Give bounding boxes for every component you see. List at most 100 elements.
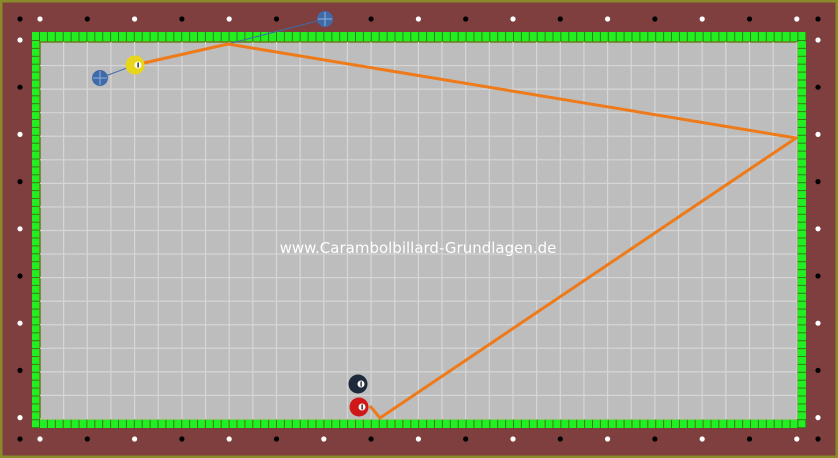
cushion-gap [291,32,293,42]
diamond-marker-icon [815,320,821,326]
cushion-gap [386,32,388,42]
cushion-gap [797,332,806,334]
cushion-gap [32,55,40,57]
cushion-gap [457,419,459,428]
cushion-gap [773,32,775,42]
aim-marker-icon[interactable] [92,70,108,86]
cushion-gap [797,213,806,215]
cushion-gap [32,253,40,255]
cushion-gap [260,32,262,42]
cushion-gap [797,387,806,389]
cushion-gap [307,419,309,428]
diamond-marker-icon [415,16,421,22]
cushion-gap [125,419,127,428]
cushion-gap [32,103,40,105]
cushion-gap [54,32,56,42]
cushion-gap [797,427,806,429]
cushion-gap [331,32,333,42]
diamond-marker-icon [463,16,469,22]
cushion-gap [797,134,806,136]
cushion-gap [805,32,807,42]
cushion-gap [513,419,514,428]
cushion-gap [110,32,112,42]
cushion-gap [734,32,736,42]
cushion-gap [797,379,806,381]
cushion-gap [797,150,806,152]
cushion-gap [32,324,40,326]
cushion-gap [536,32,538,42]
cushion-gap [647,419,649,428]
diamond-marker-icon [815,415,821,421]
cushion-gap [32,95,40,97]
cushion-gap [797,277,806,278]
cushion-gap [347,32,349,42]
diamond-marker-icon [179,436,185,442]
cushion-gap [70,419,72,428]
cushion-gap [181,419,183,428]
diamond-marker-icon [84,436,90,442]
diamond-marker-icon [815,131,821,137]
cushion-gap [797,79,806,81]
cushion-gap [32,198,40,199]
cushion-gap [615,32,617,42]
object-ball-black[interactable] [348,374,368,394]
cushion-gap [694,419,696,428]
cushion-gap [694,32,696,42]
cushion-gap [797,205,806,207]
diamond-marker-icon [463,436,469,442]
cushion-gap [94,32,96,42]
diamond-marker-icon [815,436,821,442]
cushion-gap [118,32,119,42]
diamond-marker-icon [368,436,374,442]
cushion-gap [544,32,546,42]
cushion-gap [32,411,40,413]
cushion-gap [473,32,475,42]
cushion-gap [797,237,806,239]
diamond-marker-icon [815,273,821,279]
cushion-gap [276,32,277,42]
cushion-gap [805,419,807,428]
diamond-markers [17,16,821,442]
cushion-gap [781,32,783,42]
cushion-gap [710,32,712,42]
cushion-gap [32,387,40,389]
cue-ball-yellow[interactable] [125,55,145,75]
cushion-gap [473,419,475,428]
cushion-gap [520,419,522,428]
cushion-gap [244,419,246,428]
cushion-gap [32,371,40,373]
cushion-gap [797,395,806,397]
cushion-gap [797,245,806,247]
cushion-gap [133,32,135,42]
cushion-gap [32,348,40,350]
cushion-gap [631,32,633,42]
cushion-gap [497,32,499,42]
cushion-gap [378,419,380,428]
cushion-gap [32,190,40,192]
cushion-gap [797,111,806,113]
cushion-gap [465,32,467,42]
diamond-marker-icon [815,37,821,43]
cushion-gap [39,32,40,42]
cushion-gap [781,419,783,428]
cushion-gap [339,32,341,42]
diamond-marker-icon [815,16,821,22]
cushion-gap [32,332,40,334]
cushion-gap [671,32,672,42]
cushion-gap [32,284,40,286]
diamond-marker-icon [321,436,327,442]
object-ball-red[interactable] [349,397,369,417]
cushion-gap [118,419,119,428]
aim-marker-icon[interactable] [317,11,333,27]
cushion-gap [576,419,578,428]
cushion-gap [765,32,767,42]
cushion-gap [797,308,806,310]
cushion-gap [32,182,40,184]
cushion-gap [39,419,40,428]
cushion-gap [592,419,593,428]
diamond-marker-icon [794,436,800,442]
cushion-gap [252,419,254,428]
diamond-marker-icon [368,16,374,22]
cushion-gap [149,419,151,428]
cushion-gap [513,32,514,42]
